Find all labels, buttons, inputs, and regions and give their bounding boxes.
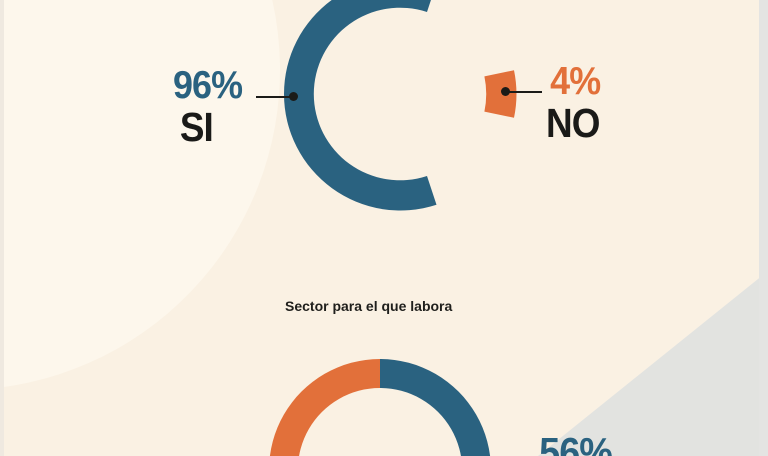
donut-segment-no: [484, 70, 517, 118]
donut-segment-sector-teal: [380, 359, 491, 456]
label-no-percent: 4%: [550, 60, 601, 103]
background-left-edge: [0, 0, 4, 456]
section-title-sector: Sector para el que labora: [285, 298, 453, 314]
leader-line-no: [509, 91, 542, 93]
leader-dot-no: [501, 87, 510, 96]
donut-segment-sector-orange: [269, 359, 380, 456]
label-no-word: NO: [545, 100, 600, 146]
donut-segment-si: [284, 0, 437, 211]
label-si-percent: 96%: [173, 64, 243, 107]
donut-chart-si-no-svg: [284, 0, 517, 211]
label-sector-percent: 56%: [539, 429, 613, 456]
donut-chart-sector: [265, 355, 495, 456]
donut-chart-si-no: [268, 0, 532, 226]
leader-line-si: [256, 96, 294, 98]
donut-chart-sector-svg: [269, 359, 491, 456]
label-si-word: SI: [179, 104, 214, 150]
background-grey-right-strip: [759, 0, 768, 456]
leader-dot-si: [289, 92, 298, 101]
